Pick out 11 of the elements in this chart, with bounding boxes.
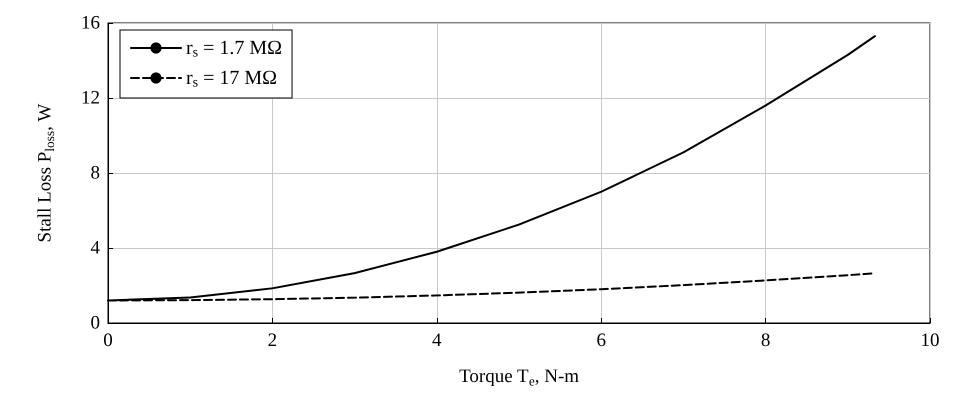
y-tick-label: 4 xyxy=(90,238,100,258)
y-tick-label: 16 xyxy=(81,12,100,34)
x-tick-label: 8 xyxy=(760,330,770,351)
y-axis-title: Stall Loss Ploss, W xyxy=(34,104,57,242)
x-tick-label: 10 xyxy=(920,330,940,351)
y-tick-label: 0 xyxy=(90,312,100,334)
y-tick-label: 8 xyxy=(90,162,100,184)
x-tick-label: 2 xyxy=(268,330,278,351)
x-tick-label: 4 xyxy=(432,330,442,351)
y-tick-label: 12 xyxy=(81,88,100,108)
x-tick-label: 6 xyxy=(596,330,606,351)
